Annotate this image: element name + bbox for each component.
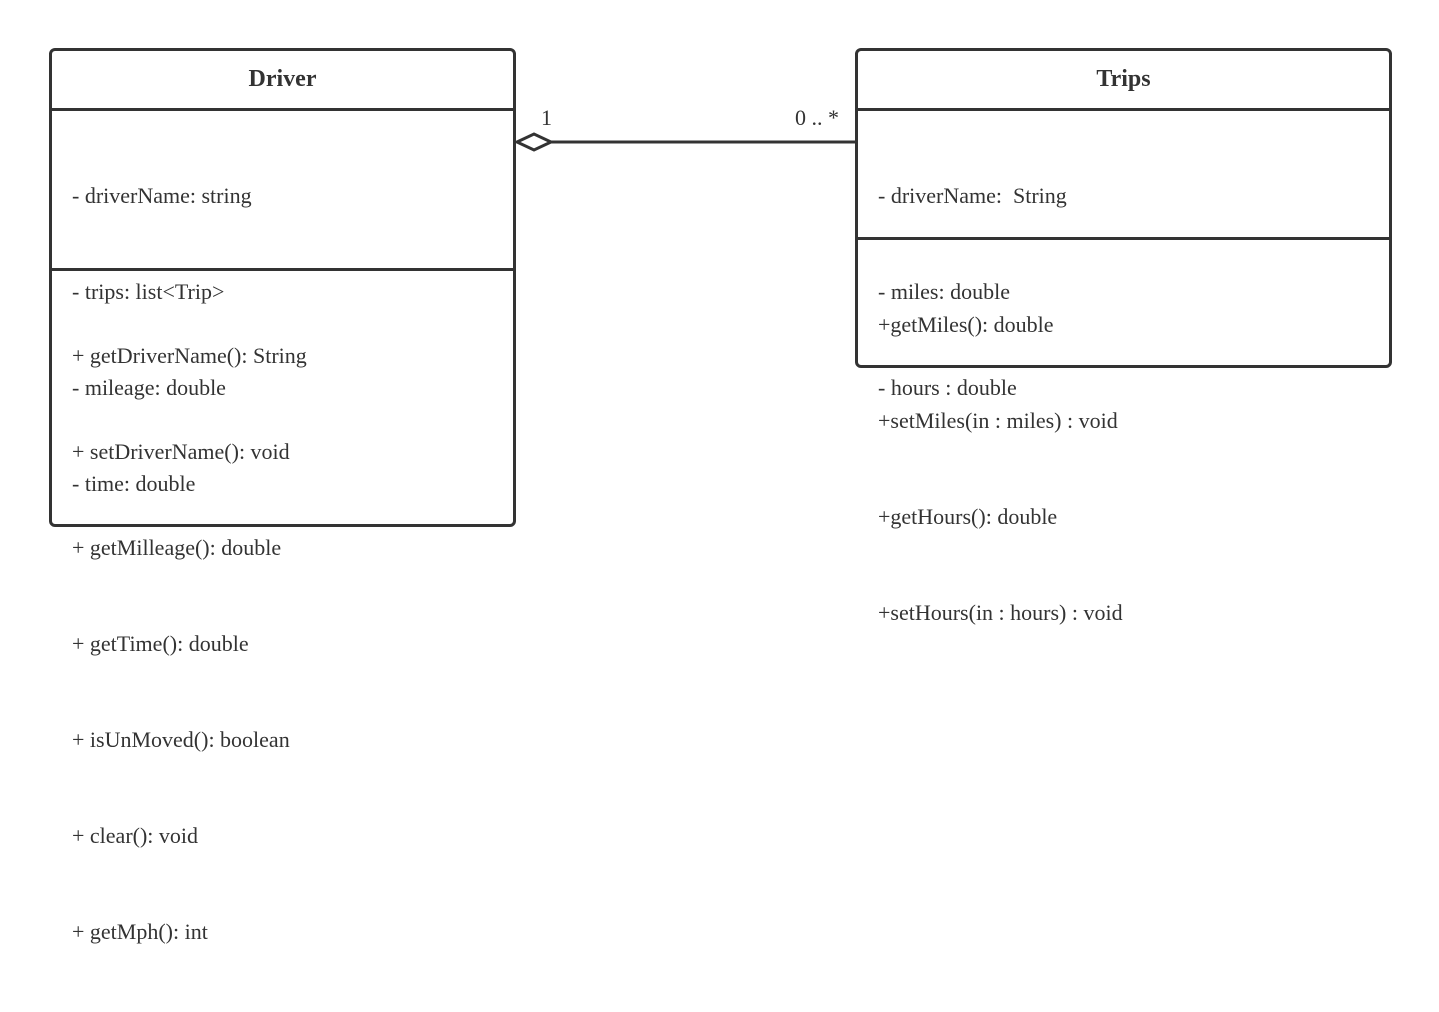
trips-attribute: - hours : double [878,375,1017,400]
trips-method: +setMiles(in : miles) : void [878,408,1118,433]
aggregation-connector[interactable] [0,0,1439,576]
driver-method: + getMilleage(): double [72,535,282,560]
driver-method: + setDriverName(): void [72,439,290,464]
driver-attributes: - driverName: string - trips: list<Trip>… [52,111,513,496]
trips-attribute: - driverName: String [878,183,1067,208]
driver-attribute: - mileage: double [72,375,226,400]
trips-method: +getMiles(): double [878,312,1054,337]
trips-method: +setHours(in : hours) : void [878,600,1123,625]
aggregation-diamond-icon [513,132,555,152]
trips-class-name: Trips [858,51,1389,111]
driver-method: + getTime(): double [72,631,249,656]
driver-multiplicity-label: 1 [541,105,552,130]
driver-method: + getMph(): int [72,919,208,944]
trips-attribute: - miles: double [878,279,1010,304]
trips-attributes: - driverName: String - miles: double - h… [858,111,1389,400]
driver-attribute: - time: double [72,471,196,496]
driver-class-box[interactable]: Driver - driverName: string - trips: lis… [49,48,516,944]
driver-attribute: - trips: list<Trip> [72,279,225,304]
driver-class-name: Driver [52,51,513,111]
trips-method: +getHours(): double [878,504,1058,529]
driver-attribute: - driverName: string [72,183,252,208]
trips-multiplicity-label: 0 .. * [795,105,839,130]
driver-method: + getDriverName(): String [72,343,307,368]
driver-method: + clear(): void [72,823,199,848]
driver-method: + isUnMoved(): boolean [72,727,290,752]
